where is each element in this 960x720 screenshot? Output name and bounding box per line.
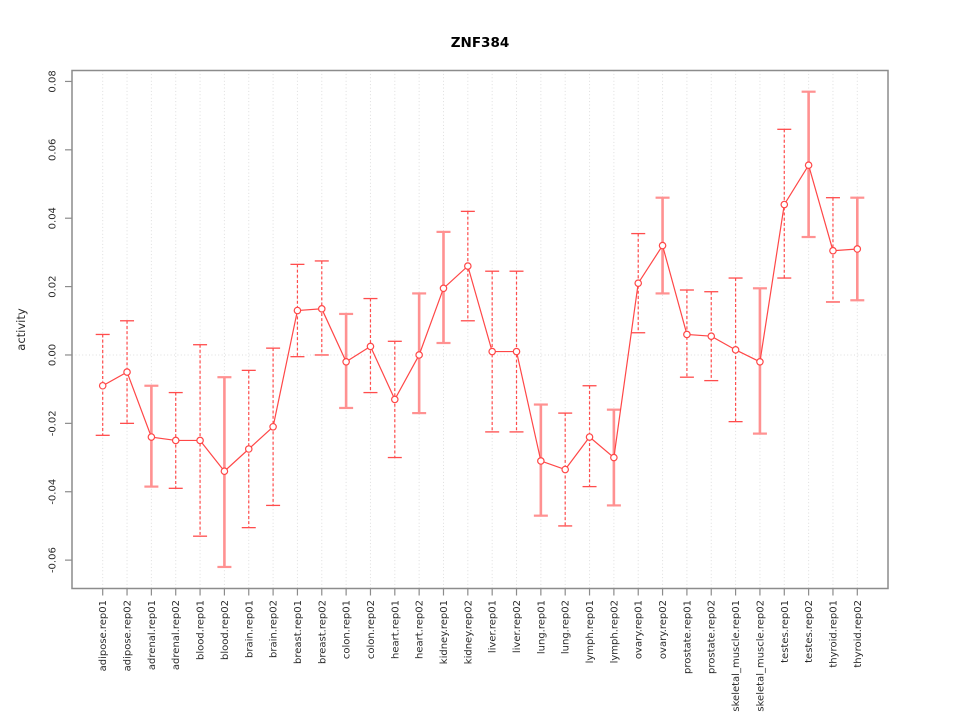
data-point (658, 241, 667, 250)
x-tick-label: lymph.rep02 (609, 600, 620, 663)
data-point (147, 433, 156, 441)
grid-layer (72, 70, 888, 589)
data-point (731, 346, 740, 354)
data-point (634, 279, 643, 287)
x-tick-label: thyroid.rep02 (853, 600, 864, 668)
data-point (342, 358, 350, 366)
x-tick-label: brain.rep01 (244, 600, 255, 658)
data-point (561, 465, 569, 474)
x-tick-label: lung.rep02 (561, 600, 572, 654)
error-bar (290, 263, 305, 358)
x-tick-label: skeletal_muscle.rep01 (731, 600, 742, 712)
x-tick-label: lymph.rep01 (585, 600, 596, 663)
x-tick-label: brain.rep02 (269, 600, 280, 658)
data-point (391, 395, 399, 404)
y-axis: -0.06 -0.04 -0.02 0.00 0.02 0.04 0.06 0.08 (48, 70, 72, 573)
x-tick-label: kidney.rep01 (439, 600, 450, 664)
x-tick-label: thyroid.rep01 (828, 600, 839, 668)
data-point (829, 246, 837, 255)
x-tick-label: testes.rep02 (804, 600, 815, 663)
y-tick-label: 0.00 (48, 344, 59, 366)
x-tick-label: blood.rep02 (220, 600, 231, 660)
x-tick-label: ovary.rep01 (634, 600, 645, 659)
data-point (537, 457, 545, 465)
data-point (98, 381, 107, 390)
data-point (244, 445, 253, 453)
chart-title: ZNF384 (451, 35, 510, 51)
error-bar (728, 277, 743, 423)
y-tick-label: 0.08 (48, 70, 59, 92)
x-tick-label: prostate.rep02 (707, 600, 718, 674)
data-point (269, 422, 277, 431)
data-point (196, 436, 204, 445)
y-axis-label: activity (14, 308, 28, 351)
data-point (171, 436, 180, 445)
y-tick-label: 0.06 (48, 139, 59, 161)
data-point (804, 161, 813, 170)
x-tick-label: adrenal.rep01 (147, 600, 158, 670)
data-point (317, 305, 326, 313)
data-point (780, 200, 789, 209)
x-tick-label: heart.rep01 (390, 600, 401, 659)
data-point (683, 330, 691, 339)
x-tick-label: testes.rep01 (780, 600, 791, 663)
x-tick-label: skeletal_muscle.rep02 (755, 600, 766, 712)
data-point (585, 433, 594, 441)
x-tick-label: prostate.rep01 (682, 600, 693, 674)
x-tick-label: liver.rep01 (488, 600, 499, 653)
series-line-layer (102, 163, 858, 473)
error-bars-layer (95, 90, 865, 569)
error-bar (120, 320, 135, 425)
data-point (123, 368, 131, 376)
data-point (220, 467, 229, 476)
data-point (415, 351, 423, 359)
x-tick-label: breast.rep02 (317, 600, 328, 664)
x-tick-label: kidney.rep02 (463, 600, 474, 664)
data-point (366, 342, 375, 351)
data-point (512, 347, 521, 356)
data-point (853, 245, 862, 253)
data-points-layer (98, 161, 862, 476)
error-bar (582, 385, 597, 488)
data-point (293, 306, 302, 315)
data-point (707, 332, 716, 340)
x-tick-label: adrenal.rep02 (171, 600, 182, 670)
x-tick-label: breast.rep01 (293, 600, 304, 664)
x-tick-label: ovary.rep02 (658, 600, 669, 659)
x-tick-label: heart.rep02 (415, 600, 426, 659)
y-tick-label: -0.06 (48, 547, 59, 573)
x-tick-label: blood.rep01 (196, 600, 207, 660)
x-tick-label: liver.rep02 (512, 600, 523, 653)
y-tick-label: 0.02 (48, 275, 59, 297)
x-tick-label: adipose.rep01 (98, 600, 109, 671)
series-line (102, 163, 858, 473)
x-tick-label: colon.rep02 (366, 600, 377, 659)
x-axis: adipose.rep01 adipose.rep02 adrenal.rep01 a… (98, 588, 864, 712)
y-tick-label: -0.04 (48, 479, 59, 505)
x-tick-label: adipose.rep02 (123, 600, 134, 671)
x-tick-label: lung.rep01 (536, 600, 547, 654)
y-tick-label: -0.02 (48, 410, 59, 436)
y-tick-label: 0.04 (48, 207, 59, 229)
x-tick-label: colon.rep01 (342, 600, 353, 659)
data-point (488, 347, 496, 356)
plot-frame (71, 69, 889, 590)
plot-border (71, 69, 889, 590)
error-bar (558, 412, 573, 527)
data-point (610, 453, 618, 462)
error-bar (95, 333, 110, 436)
data-point (464, 262, 472, 270)
data-point (756, 358, 764, 366)
data-point (439, 284, 448, 293)
